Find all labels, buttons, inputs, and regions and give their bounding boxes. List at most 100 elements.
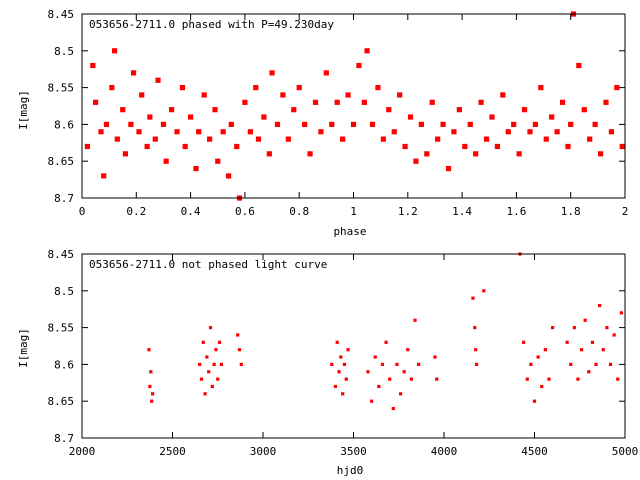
data-point — [109, 85, 115, 91]
data-point — [489, 114, 495, 120]
x-tick-label: 1 — [350, 205, 357, 218]
data-point — [568, 121, 574, 127]
y-tick-label: 8.55 — [48, 82, 75, 95]
data-point — [565, 143, 571, 150]
data-point — [451, 129, 457, 135]
data-point — [474, 348, 478, 352]
phased-y-axis-title: I[mag] — [17, 90, 30, 130]
raw-y-axis-title: I[mag] — [17, 328, 30, 368]
data-point — [409, 377, 414, 381]
data-point — [234, 143, 240, 150]
data-point — [350, 121, 357, 127]
data-point — [417, 362, 421, 366]
data-point — [329, 121, 335, 127]
data-point — [540, 384, 544, 389]
phased-plot-frame — [81, 13, 626, 199]
data-point — [216, 377, 220, 381]
data-point — [482, 289, 486, 293]
data-point — [435, 377, 439, 381]
phased-points — [84, 11, 625, 201]
data-point — [605, 326, 609, 330]
data-point — [402, 370, 406, 374]
data-point — [236, 333, 240, 337]
data-point — [274, 121, 281, 127]
data-point — [380, 136, 386, 142]
data-point — [616, 377, 620, 381]
data-point — [440, 121, 446, 127]
data-point — [219, 362, 223, 366]
data-point — [614, 85, 620, 91]
data-point — [168, 107, 175, 113]
data-point — [198, 362, 202, 366]
data-point — [247, 129, 253, 135]
data-point — [147, 114, 153, 120]
data-point — [554, 129, 560, 135]
data-point — [581, 107, 587, 113]
data-point — [366, 370, 370, 374]
data-point — [215, 158, 221, 164]
data-point — [207, 136, 213, 142]
x-tick-label: 1.2 — [398, 205, 418, 218]
data-point — [391, 129, 397, 135]
x-tick-label: 3500 — [340, 445, 367, 458]
data-point — [120, 107, 126, 113]
data-point — [341, 392, 345, 396]
data-point — [429, 99, 435, 105]
data-point — [208, 326, 213, 330]
data-point — [538, 85, 544, 91]
data-point — [114, 136, 120, 142]
data-point — [148, 384, 152, 389]
data-point — [122, 151, 129, 157]
data-point — [242, 99, 248, 105]
data-point — [330, 362, 334, 366]
y-tick-label: 8.6 — [54, 118, 74, 131]
data-point — [323, 70, 329, 76]
y-tick-label: 8.6 — [54, 358, 74, 371]
x-tick-label: 0.6 — [235, 205, 255, 218]
x-tick-label: 4000 — [431, 445, 458, 458]
data-point — [551, 326, 555, 330]
data-point — [150, 392, 155, 396]
data-point — [619, 143, 625, 150]
data-point — [220, 129, 226, 135]
data-point — [285, 136, 291, 142]
data-point — [128, 121, 134, 127]
data-point — [471, 296, 475, 300]
data-point — [462, 143, 468, 150]
x-tick-label: 0.8 — [289, 205, 309, 218]
x-tick-label: 0.4 — [181, 205, 201, 218]
data-point — [435, 136, 441, 142]
data-point — [483, 136, 490, 142]
data-point — [111, 48, 118, 54]
x-tick-label: 5000 — [612, 445, 639, 458]
phased-x-axis-title: phase — [333, 225, 366, 238]
data-point — [253, 85, 259, 91]
data-point — [543, 348, 547, 352]
data-point — [335, 340, 339, 344]
data-point — [500, 92, 506, 98]
data-point — [150, 399, 154, 403]
data-point — [201, 340, 205, 344]
data-point — [445, 165, 452, 172]
data-point — [139, 92, 145, 98]
y-tick-label: 8.7 — [54, 432, 74, 445]
data-point — [619, 311, 623, 315]
data-point — [473, 151, 479, 157]
data-point — [149, 370, 153, 374]
data-point — [402, 143, 408, 150]
data-point — [163, 158, 169, 164]
data-point — [212, 107, 218, 113]
data-point — [196, 129, 202, 135]
data-point — [413, 318, 417, 322]
x-tick-label: 2500 — [159, 445, 186, 458]
data-point — [424, 151, 430, 157]
data-point — [576, 62, 582, 69]
data-point — [590, 340, 595, 344]
data-point — [511, 121, 517, 127]
data-point — [337, 370, 341, 374]
data-point — [203, 392, 207, 396]
data-point — [217, 340, 222, 344]
data-point — [346, 348, 350, 352]
data-point — [98, 129, 104, 135]
